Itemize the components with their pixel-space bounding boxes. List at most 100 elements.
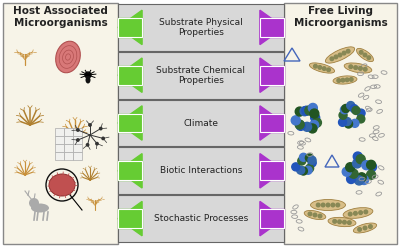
Circle shape bbox=[353, 152, 362, 161]
Circle shape bbox=[300, 153, 308, 161]
Bar bbox=[55, 128, 64, 136]
Polygon shape bbox=[118, 106, 142, 140]
Ellipse shape bbox=[310, 63, 334, 73]
Bar bbox=[55, 152, 64, 160]
Circle shape bbox=[322, 67, 326, 70]
Bar bbox=[118, 147, 284, 194]
Bar bbox=[64, 128, 73, 136]
Circle shape bbox=[102, 137, 104, 140]
Polygon shape bbox=[118, 58, 142, 92]
Polygon shape bbox=[118, 201, 142, 236]
Ellipse shape bbox=[343, 208, 373, 218]
Polygon shape bbox=[260, 106, 284, 140]
Bar bbox=[260, 114, 284, 132]
Circle shape bbox=[312, 118, 322, 127]
Bar bbox=[3, 3, 118, 244]
Circle shape bbox=[367, 160, 376, 169]
Bar bbox=[64, 152, 73, 160]
Circle shape bbox=[356, 155, 365, 164]
Circle shape bbox=[347, 174, 356, 184]
Circle shape bbox=[357, 109, 365, 117]
Circle shape bbox=[341, 78, 345, 82]
Circle shape bbox=[295, 107, 304, 116]
Circle shape bbox=[345, 78, 349, 82]
Circle shape bbox=[308, 124, 317, 133]
Circle shape bbox=[347, 102, 355, 110]
Circle shape bbox=[77, 139, 79, 141]
Polygon shape bbox=[260, 201, 284, 236]
Circle shape bbox=[299, 167, 307, 175]
Circle shape bbox=[338, 220, 341, 224]
Circle shape bbox=[349, 169, 358, 178]
Bar bbox=[55, 136, 64, 144]
Circle shape bbox=[337, 79, 340, 82]
Circle shape bbox=[354, 66, 357, 69]
Circle shape bbox=[302, 122, 312, 131]
Circle shape bbox=[351, 119, 359, 127]
Bar bbox=[260, 209, 284, 228]
Bar bbox=[118, 114, 142, 132]
Circle shape bbox=[305, 154, 313, 162]
Text: Host Associated
Microorganisms: Host Associated Microorganisms bbox=[13, 6, 108, 28]
Ellipse shape bbox=[328, 217, 356, 227]
Bar bbox=[260, 209, 284, 228]
Circle shape bbox=[367, 56, 371, 60]
Circle shape bbox=[77, 129, 79, 131]
Circle shape bbox=[358, 228, 361, 231]
Circle shape bbox=[360, 175, 368, 185]
Circle shape bbox=[326, 203, 330, 207]
Ellipse shape bbox=[356, 48, 374, 62]
Ellipse shape bbox=[353, 223, 377, 233]
Circle shape bbox=[336, 203, 340, 207]
Bar bbox=[118, 195, 284, 242]
Circle shape bbox=[362, 161, 371, 170]
Circle shape bbox=[292, 163, 300, 171]
Circle shape bbox=[357, 173, 366, 182]
Text: Stochastic Processes: Stochastic Processes bbox=[154, 214, 248, 223]
Circle shape bbox=[295, 120, 304, 129]
Circle shape bbox=[318, 66, 322, 69]
Bar bbox=[118, 100, 284, 146]
Bar bbox=[73, 136, 82, 144]
Bar bbox=[118, 18, 142, 37]
Bar bbox=[118, 66, 142, 85]
Circle shape bbox=[369, 225, 372, 228]
Bar bbox=[260, 114, 284, 132]
Bar bbox=[118, 4, 284, 51]
Circle shape bbox=[316, 203, 320, 207]
Circle shape bbox=[313, 213, 317, 217]
Circle shape bbox=[343, 220, 346, 224]
Circle shape bbox=[333, 220, 336, 223]
Polygon shape bbox=[260, 58, 284, 92]
Text: Free Living
Microorganisms: Free Living Microorganisms bbox=[294, 6, 387, 28]
Bar bbox=[73, 128, 82, 136]
Circle shape bbox=[297, 166, 305, 174]
Text: Substrate Chemical
Properties: Substrate Chemical Properties bbox=[156, 65, 246, 85]
Bar bbox=[118, 209, 142, 228]
Circle shape bbox=[346, 163, 355, 172]
Circle shape bbox=[304, 166, 312, 174]
Circle shape bbox=[334, 55, 338, 59]
Circle shape bbox=[350, 105, 358, 113]
Circle shape bbox=[338, 118, 346, 126]
Circle shape bbox=[338, 53, 342, 57]
Bar bbox=[118, 52, 284, 99]
Bar bbox=[55, 144, 64, 152]
Bar bbox=[284, 3, 397, 244]
Bar bbox=[118, 161, 142, 180]
Text: Climate: Climate bbox=[184, 119, 218, 127]
Circle shape bbox=[346, 49, 350, 53]
Text: Biotic Interactions: Biotic Interactions bbox=[160, 166, 242, 175]
Text: Substrate Physical
Properties: Substrate Physical Properties bbox=[159, 18, 243, 37]
Circle shape bbox=[100, 127, 102, 130]
Ellipse shape bbox=[56, 41, 80, 73]
Ellipse shape bbox=[86, 77, 90, 83]
Polygon shape bbox=[118, 154, 142, 188]
Circle shape bbox=[350, 78, 353, 81]
Circle shape bbox=[86, 144, 89, 146]
Bar bbox=[118, 18, 142, 37]
Bar bbox=[260, 66, 284, 85]
Polygon shape bbox=[260, 154, 284, 188]
Circle shape bbox=[368, 162, 376, 171]
Ellipse shape bbox=[49, 174, 75, 196]
